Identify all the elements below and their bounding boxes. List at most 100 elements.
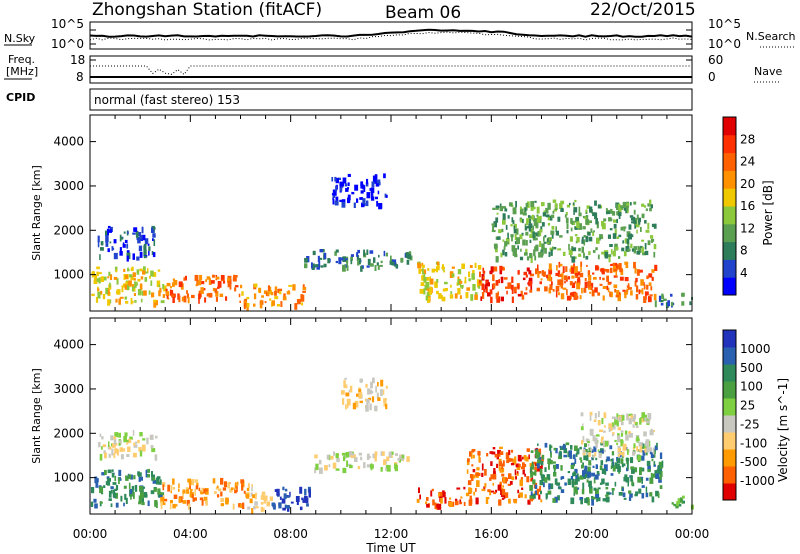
echo-cell [585, 235, 589, 243]
echo-cell [508, 498, 511, 504]
echo-cell [338, 177, 341, 180]
echo-cell [549, 460, 553, 465]
echo-cell [544, 467, 547, 473]
echo-cell [566, 289, 568, 296]
echo-cell [635, 294, 639, 300]
echo-cell [650, 235, 654, 239]
echo-cell [630, 415, 633, 419]
echo-cell [386, 465, 389, 468]
echo-cell [531, 214, 534, 221]
echo-cell [489, 289, 493, 295]
echo-cell [670, 293, 673, 297]
echo-cell [568, 243, 570, 251]
echo-cell [634, 467, 638, 473]
echo-cell [232, 503, 235, 510]
echo-cell [657, 492, 660, 498]
echo-cell [589, 411, 593, 416]
nsky-label: N.Sky [4, 32, 36, 45]
echo-cell [91, 293, 95, 297]
echo-cell [189, 491, 192, 498]
echo-cell [474, 262, 477, 268]
echo-cell [642, 450, 646, 456]
echo-cell [565, 266, 568, 272]
echo-cell [557, 495, 560, 501]
echo-cell [639, 468, 642, 476]
echo-cell [548, 287, 552, 294]
echo-cell [376, 200, 379, 207]
echo-cell [130, 496, 132, 500]
echo-cell [118, 477, 120, 485]
echo-cell [186, 290, 188, 294]
echo-cell [477, 450, 481, 456]
echo-cell [106, 228, 109, 236]
echo-cell [585, 215, 589, 221]
echo-cell [242, 502, 245, 509]
echo-cell [528, 281, 533, 287]
echo-cell [96, 271, 99, 277]
echo-cell [571, 478, 575, 484]
echo-cell [547, 216, 552, 221]
echo-cell [525, 248, 528, 255]
echo-cell [449, 497, 452, 500]
echo-cell [636, 250, 641, 255]
echo-cell [620, 421, 624, 426]
echo-cell [524, 473, 526, 477]
echo-cell [318, 260, 321, 267]
echo-cell [658, 477, 662, 483]
echo-cell [592, 455, 595, 458]
echo-cell [641, 477, 643, 484]
echo-cell [616, 204, 620, 210]
echo-cell [123, 274, 126, 280]
echo-cell [502, 219, 506, 225]
echo-cell [350, 259, 353, 265]
echo-cell [490, 474, 493, 480]
echo-cell [628, 224, 632, 230]
colorbar-swatch [723, 241, 736, 260]
echo-cell [158, 290, 161, 297]
echo-cell [160, 503, 163, 510]
nsearch-label: N.Search [746, 30, 796, 43]
echo-cell [233, 274, 236, 278]
echo-cell [607, 287, 610, 293]
echo-cell [200, 490, 204, 495]
echo-cell [114, 488, 118, 491]
echo-cell [216, 485, 219, 488]
echo-cell [540, 474, 545, 479]
echo-cell [610, 291, 613, 298]
echo-cell [96, 278, 99, 282]
echo-cell [493, 221, 497, 228]
echo-cell [321, 249, 325, 253]
echo-cell [512, 249, 517, 256]
echo-cell [603, 218, 607, 222]
echo-cell [249, 498, 253, 504]
echo-cell [581, 246, 584, 253]
echo-cell [370, 263, 374, 267]
y-tick-label: 3000 [53, 382, 84, 396]
echo-cell [540, 461, 544, 466]
echo-cell [581, 287, 583, 294]
echo-cell [394, 466, 398, 469]
echo-cell [503, 492, 506, 499]
echo-cell [148, 246, 151, 251]
echo-cell [421, 262, 424, 267]
echo-cell [601, 221, 605, 227]
echo-cell [643, 445, 646, 449]
echo-cell [580, 266, 582, 272]
echo-cell [526, 267, 530, 272]
echo-cell [166, 295, 169, 299]
echo-cell [632, 424, 635, 428]
colorbar-tick-label: -500 [740, 455, 767, 469]
echo-cell [649, 199, 652, 205]
echo-cell [109, 229, 112, 233]
echo-cell [545, 207, 549, 214]
echo-cell [149, 434, 154, 440]
echo-cell [659, 485, 663, 489]
echo-cell [623, 207, 628, 211]
echo-cell [379, 203, 383, 209]
echo-cell [203, 496, 208, 501]
echo-cell [294, 303, 298, 310]
echo-cell [114, 448, 118, 454]
echo-cell [653, 244, 657, 250]
